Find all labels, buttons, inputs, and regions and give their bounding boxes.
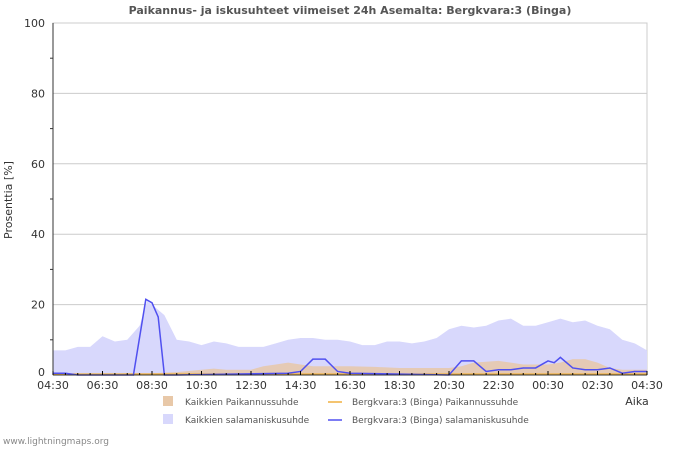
x-tick-label: 22:30 <box>483 379 515 392</box>
legend-swatch <box>163 414 173 424</box>
x-tick-label: 10:30 <box>186 379 218 392</box>
data-point <box>559 356 561 358</box>
data-point <box>324 358 326 360</box>
data-point <box>510 369 512 371</box>
x-tick-label: 20:30 <box>433 379 465 392</box>
data-point <box>157 316 159 318</box>
y-tick-label: 100 <box>24 17 45 30</box>
legend-swatch <box>163 396 173 406</box>
legend-label: Kaikkien salamaniskusuhde <box>185 416 310 426</box>
x-tick-label: 14:30 <box>285 379 317 392</box>
data-point <box>460 360 462 362</box>
data-point <box>634 370 636 373</box>
data-point <box>572 367 574 369</box>
x-tick-label: 04:30 <box>37 379 69 392</box>
footer-credit: www.lightningmaps.org <box>3 437 109 447</box>
data-point <box>145 298 147 300</box>
data-point <box>151 302 153 304</box>
x-tick-label: 18:30 <box>384 379 416 392</box>
data-point <box>312 358 314 360</box>
legend-label: Bergkvara:3 (Binga) Paikannussuhde <box>352 398 519 408</box>
data-point <box>584 369 586 371</box>
x-axis-label: Aika <box>625 395 649 408</box>
y-tick-label: 20 <box>31 299 45 312</box>
data-point <box>485 370 487 373</box>
x-tick-label: 12:30 <box>235 379 267 392</box>
y-axis-label: Prosenttia [%] <box>2 161 15 239</box>
data-point <box>609 367 611 369</box>
y-tick-label: 60 <box>31 158 45 171</box>
data-point <box>596 369 599 371</box>
data-point <box>337 370 339 373</box>
data-point <box>547 360 549 362</box>
data-point <box>473 360 475 362</box>
data-point <box>522 367 524 369</box>
x-tick-label: 02:30 <box>582 379 614 392</box>
x-tick-label: 06:30 <box>87 379 119 392</box>
y-tick-label: 40 <box>31 228 45 241</box>
legend-label: Bergkvara:3 (Binga) salamaniskusuhde <box>352 416 529 426</box>
data-point <box>541 363 543 366</box>
series-area-0 <box>53 301 647 375</box>
y-tick-label: 0 <box>38 366 45 379</box>
data-point <box>497 369 500 371</box>
legend-label: Kaikkien Paikannussuhde <box>185 398 299 408</box>
x-tick-label: 16:30 <box>334 379 366 392</box>
x-tick-label: 00:30 <box>532 379 564 392</box>
data-point <box>535 367 537 369</box>
x-tick-label: 08:30 <box>136 379 168 392</box>
y-tick-label: 80 <box>31 87 45 100</box>
x-tick-label: 04:30 <box>631 379 663 392</box>
data-point <box>553 362 555 364</box>
chart-title: Paikannus- ja iskusuhteet viimeiset 24h … <box>129 4 572 17</box>
